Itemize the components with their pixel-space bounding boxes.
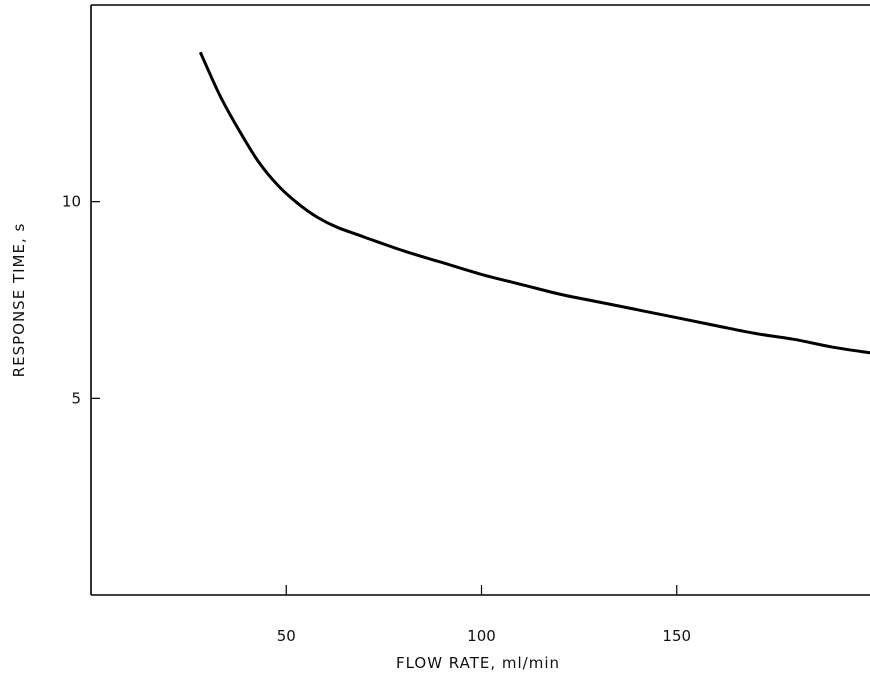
x-tick-label: 50 [277, 627, 296, 645]
x-axis-ticks: 50 100 150 [277, 585, 691, 645]
y-tick-label: 10 [62, 193, 81, 211]
x-tick-label: 100 [467, 627, 496, 645]
y-axis-label: RESPONSE TIME, s [10, 223, 28, 378]
plot-frame [90, 4, 870, 596]
x-axis-label: FLOW RATE, ml/min [396, 654, 560, 672]
x-tick-label: 150 [662, 627, 691, 645]
series-layer [198, 51, 870, 355]
y-axis-ticks: 5 10 [62, 193, 100, 407]
y-tick-label: 5 [71, 389, 81, 407]
response-time-curve [198, 51, 870, 355]
